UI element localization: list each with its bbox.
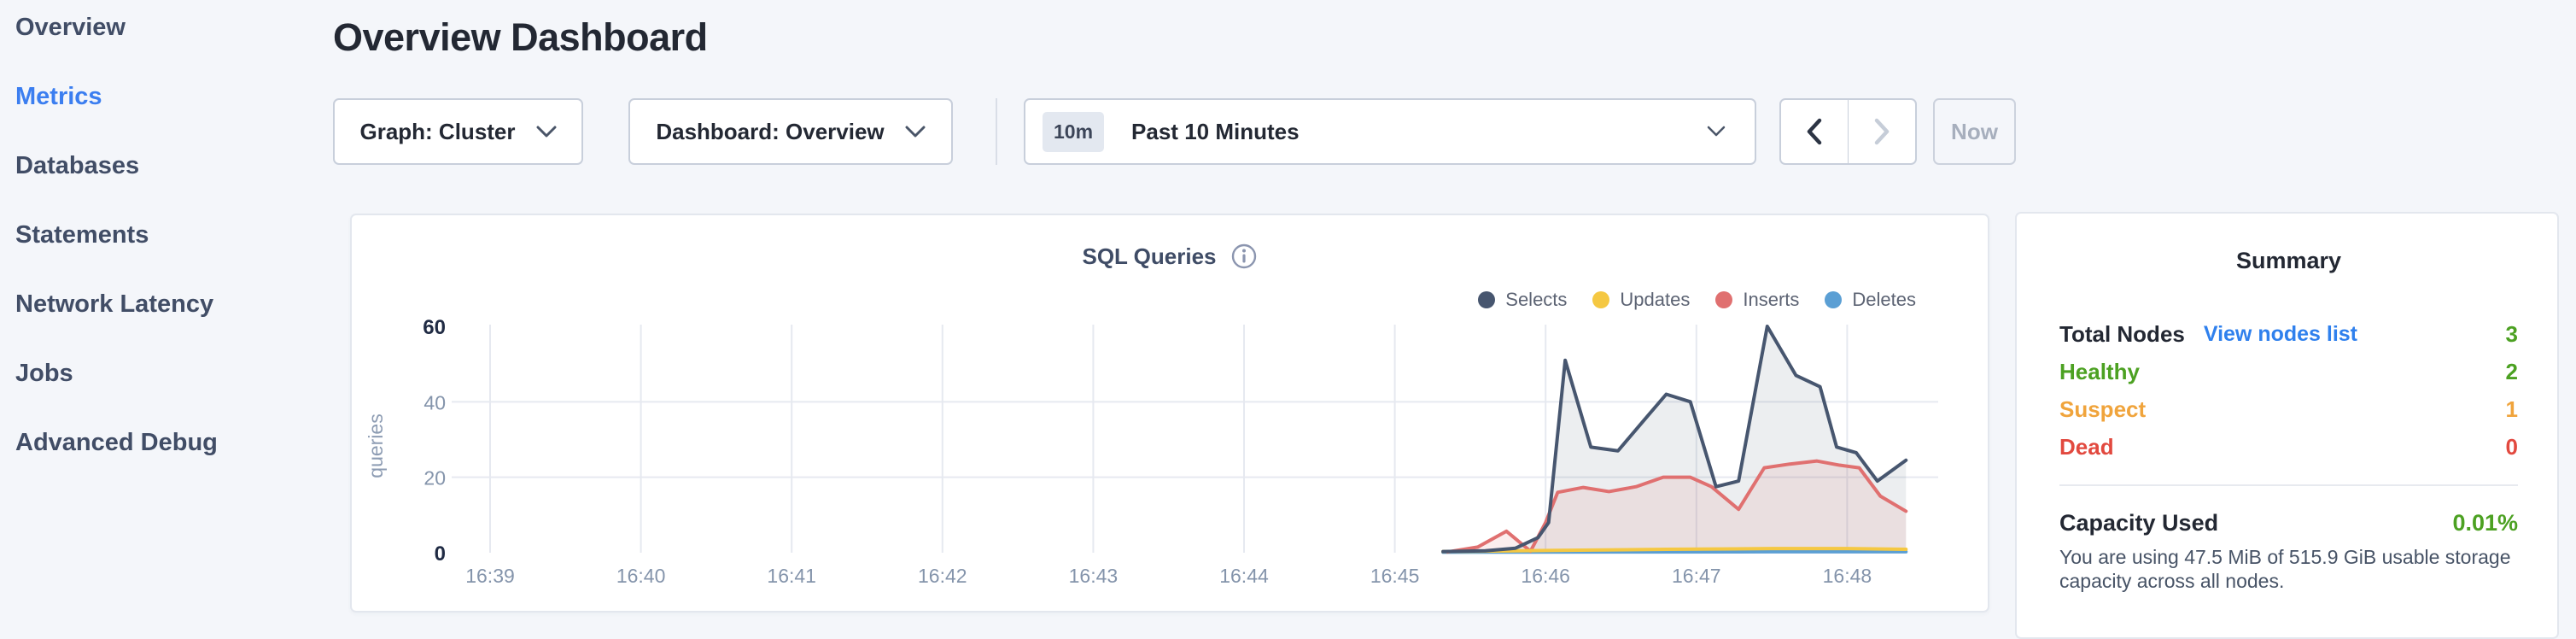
- chevron-down-icon: [905, 126, 926, 138]
- x-tick-label: 16:40: [616, 565, 666, 587]
- sidebar-item-label: Statements: [15, 221, 149, 249]
- dead-label: Dead: [2059, 434, 2114, 460]
- legend-label: Inserts: [1743, 289, 1799, 311]
- time-stepper: [1779, 98, 1917, 165]
- updates-dot-icon: [1592, 291, 1609, 308]
- summary-divider: [2059, 484, 2518, 486]
- chart-legend: Selects Updates Inserts Deletes: [1478, 289, 1916, 311]
- healthy-label: Healthy: [2059, 359, 2140, 385]
- legend-label: Selects: [1505, 289, 1567, 311]
- suspect-nodes-row: Suspect 1: [2059, 390, 2518, 428]
- sidebar-item-label: Databases: [15, 152, 139, 179]
- legend-label: Updates: [1620, 289, 1690, 311]
- sql-queries-chart: 0 20 40 60 queries 16:39 16:40 16:41 16:42 16:43 1…: [360, 309, 1957, 600]
- capacity-description: You are using 47.5 MiB of 515.9 GiB usab…: [2059, 545, 2525, 593]
- legend-item-updates[interactable]: Updates: [1592, 289, 1690, 311]
- x-tick-label: 16:48: [1823, 565, 1872, 587]
- x-tick-label: 16:45: [1370, 565, 1420, 587]
- dead-value: 0: [2506, 434, 2518, 460]
- sidebar-item-label: Advanced Debug: [15, 429, 218, 456]
- chevron-down-icon: [1707, 126, 1726, 138]
- y-tick-label: 20: [423, 467, 446, 490]
- summary-panel: Summary Total Nodes View nodes list 3 He…: [2015, 212, 2559, 639]
- y-tick-label: 0: [435, 542, 446, 566]
- time-step-back-button[interactable]: [1781, 100, 1848, 163]
- sidebar-item-advanced-debug[interactable]: Advanced Debug: [15, 429, 333, 498]
- inserts-dot-icon: [1715, 291, 1732, 308]
- total-nodes-value: 3: [2506, 321, 2518, 348]
- sidebar-item-overview[interactable]: Overview: [15, 14, 333, 83]
- legend-label: Deletes: [1852, 289, 1916, 311]
- healthy-value: 2: [2506, 359, 2518, 385]
- x-tick-label: 16:44: [1219, 565, 1269, 587]
- total-nodes-row: Total Nodes View nodes list 3: [2059, 315, 2518, 353]
- time-step-forward-button[interactable]: [1849, 100, 1915, 163]
- summary-title: Summary: [2059, 248, 2518, 274]
- sidebar-item-label: Network Latency: [15, 290, 213, 318]
- sidebar-item-metrics[interactable]: Metrics: [15, 83, 333, 152]
- capacity-used-label: Capacity Used: [2059, 510, 2218, 536]
- info-icon[interactable]: [1230, 243, 1258, 270]
- sidebar-item-databases[interactable]: Databases: [15, 152, 333, 221]
- sidebar: Overview Metrics Databases Statements Ne…: [0, 0, 333, 498]
- time-window-badge: 10m: [1043, 112, 1104, 152]
- toolbar-divider: [996, 98, 997, 165]
- time-window-dropdown[interactable]: 10m Past 10 Minutes: [1024, 98, 1756, 165]
- capacity-value: 0.01%: [2452, 510, 2518, 536]
- chevron-right-icon: [1872, 118, 1891, 145]
- graph-dropdown-label: Graph: Cluster: [359, 119, 515, 145]
- x-tick-label: 16:41: [767, 565, 816, 587]
- y-axis-title: queries: [365, 413, 387, 478]
- dashboard-dropdown-label: Dashboard: Overview: [656, 119, 884, 145]
- node-status-rows: Total Nodes View nodes list 3 Healthy 2 …: [2059, 315, 2518, 466]
- selects-dot-icon: [1478, 291, 1495, 308]
- y-tick-label: 40: [423, 391, 446, 413]
- chart-header: SQL Queries: [352, 243, 1988, 270]
- view-nodes-list-link[interactable]: View nodes list: [2204, 322, 2357, 347]
- suspect-value: 1: [2506, 396, 2518, 423]
- x-tick-label: 16:42: [918, 565, 967, 587]
- now-button[interactable]: Now: [1933, 98, 2016, 165]
- y-tick-label: 60: [423, 316, 446, 339]
- sidebar-item-label: Jobs: [15, 360, 73, 387]
- capacity-used-row: Capacity Used 0.01%: [2059, 510, 2518, 536]
- chevron-down-icon: [536, 126, 557, 138]
- deletes-dot-icon: [1825, 291, 1842, 308]
- sidebar-item-label: Overview: [15, 14, 126, 41]
- sidebar-item-network-latency[interactable]: Network Latency: [15, 290, 333, 360]
- legend-item-inserts[interactable]: Inserts: [1715, 289, 1799, 311]
- legend-item-selects[interactable]: Selects: [1478, 289, 1567, 311]
- dead-nodes-row: Dead 0: [2059, 428, 2518, 466]
- time-window-label: Past 10 Minutes: [1131, 119, 1707, 145]
- dashboard-dropdown[interactable]: Dashboard: Overview: [628, 98, 953, 165]
- sidebar-item-label: Metrics: [15, 83, 102, 110]
- legend-item-deletes[interactable]: Deletes: [1825, 289, 1916, 311]
- healthy-nodes-row: Healthy 2: [2059, 353, 2518, 390]
- now-button-label: Now: [1951, 119, 1998, 145]
- x-tick-label: 16:46: [1521, 565, 1570, 587]
- suspect-label: Suspect: [2059, 396, 2146, 423]
- x-tick-label: 16:43: [1069, 565, 1119, 587]
- sidebar-item-statements[interactable]: Statements: [15, 221, 333, 290]
- x-tick-label: 16:47: [1672, 565, 1721, 587]
- x-tick-label: 16:39: [465, 565, 515, 587]
- chart-title: SQL Queries: [1082, 243, 1216, 270]
- sidebar-item-jobs[interactable]: Jobs: [15, 360, 333, 429]
- total-nodes-label: Total Nodes: [2059, 321, 2185, 348]
- sql-queries-chart-card: SQL Queries Selects Updates Inserts Dele…: [350, 214, 1989, 613]
- graph-dropdown[interactable]: Graph: Cluster: [333, 98, 583, 165]
- page-title: Overview Dashboard: [333, 15, 708, 60]
- chevron-left-icon: [1805, 118, 1824, 145]
